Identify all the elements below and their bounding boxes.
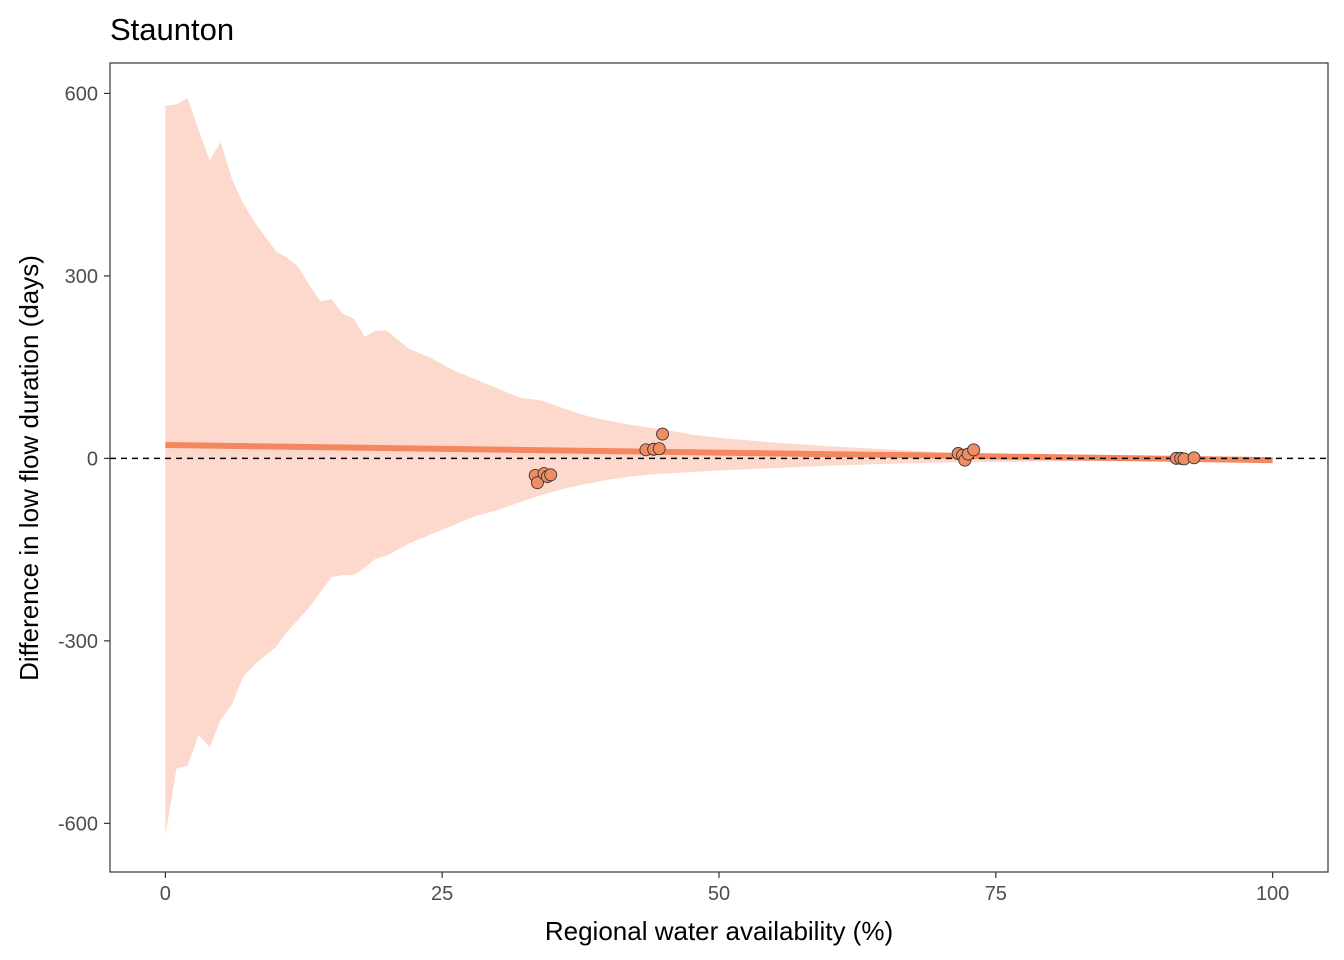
data-point [1187,451,1201,465]
data-point [652,442,666,456]
x-axis-title: Regional water availability (%) [545,916,893,946]
confidence-ribbon [165,98,1273,836]
data-points [528,427,1201,490]
x-tick-label: 75 [985,883,1007,905]
y-axis: 600 300 0 -300 -600 [58,83,110,835]
data-point [544,468,558,482]
x-axis: 0 25 50 75 100 [160,872,1289,905]
trend-line [165,441,1273,464]
data-point [656,427,669,441]
chart-title: Staunton [110,12,234,47]
x-tick-label: 50 [708,883,730,905]
x-tick-label: 25 [431,883,453,905]
y-tick-label: -300 [58,631,98,653]
y-axis-title: Difference in low flow duration (days) [14,255,44,681]
y-tick-label: 300 [65,266,98,288]
plot-area [109,62,1329,873]
x-tick-label: 0 [160,883,171,905]
y-tick-label: 0 [87,448,98,470]
data-point [967,443,981,457]
y-tick-label: -600 [58,813,98,835]
y-tick-label: 600 [65,83,98,105]
x-tick-label: 100 [1256,883,1289,905]
data-point [530,476,544,490]
